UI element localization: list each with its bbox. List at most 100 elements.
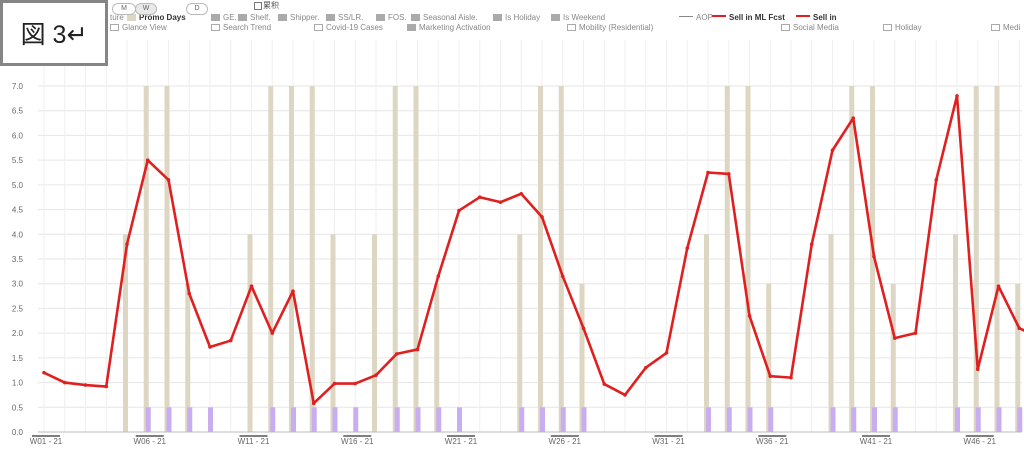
series-point xyxy=(477,195,482,200)
legend-item-label: Sell in ML Fcst xyxy=(729,13,785,22)
marketing-activation-bar xyxy=(726,407,732,432)
promo-days-bar xyxy=(994,86,1000,432)
legend-item-aop[interactable]: AOP xyxy=(679,13,713,22)
legend-item-social-media[interactable]: Social Media xyxy=(781,23,839,32)
legend-item-holiday[interactable]: Holiday xyxy=(883,23,922,32)
x-tick-label: W16 - 21 xyxy=(341,437,374,446)
promo-days-bar xyxy=(330,234,336,432)
marketing-activation-bar xyxy=(996,407,1002,432)
legend-item-sell-in-ml-fcst[interactable]: Sell in ML Fcst xyxy=(712,13,785,22)
x-tick-label: W46 - 21 xyxy=(964,437,997,446)
legend-item-label: AOP xyxy=(696,13,713,22)
promo-days-bar xyxy=(517,234,523,432)
legend-swatch xyxy=(679,16,693,17)
legend-item-marketing-activation[interactable]: Marketing Activation xyxy=(407,23,491,32)
legend-item-is-weekend[interactable]: Is Weekend xyxy=(551,13,605,22)
series-point xyxy=(747,314,752,318)
legend-item-label: Mobility (Residential) xyxy=(579,23,654,32)
promo-days-bar xyxy=(870,86,875,432)
legend-item-seasonal-aisle[interactable]: Seasonal Aisle. xyxy=(411,13,478,22)
marketing-activation-bar xyxy=(291,407,296,432)
marketing-activation-bar xyxy=(457,407,462,432)
legend-item-is-holiday[interactable]: Is Holiday xyxy=(493,13,540,22)
x-tick-label: W21 - 21 xyxy=(445,437,478,446)
marketing-activation-bar xyxy=(519,407,525,432)
legend-swatch xyxy=(567,24,576,31)
cumulative-checkbox-label: 累积 xyxy=(263,1,279,10)
series-point xyxy=(892,336,897,340)
legend-item-label: FOS. xyxy=(388,13,407,22)
promo-days-bar xyxy=(434,283,440,432)
legend-item-shelf[interactable]: Shelf. xyxy=(238,13,270,22)
legend-item-search-trend[interactable]: Search Trend xyxy=(211,23,271,32)
series-point xyxy=(913,331,918,335)
legend-item-ture[interactable]: ture xyxy=(110,13,124,22)
promo-days-bar xyxy=(558,86,564,432)
y-tick-label: 5.5 xyxy=(12,156,24,165)
marketing-activation-bar xyxy=(166,407,172,432)
promo-days-bar xyxy=(164,86,170,432)
marketing-activation-bar xyxy=(145,407,151,432)
marketing-activation-bar xyxy=(540,407,545,432)
series-line-sell-in-ml-fcst xyxy=(43,94,1024,405)
series-point xyxy=(789,375,793,380)
marketing-activation-bar xyxy=(892,407,898,432)
series-point xyxy=(270,331,275,335)
series-point xyxy=(726,172,731,176)
marketing-activation-bar xyxy=(581,407,587,432)
marketing-activation-bar xyxy=(955,407,960,432)
marketing-activation-bar xyxy=(1017,407,1023,432)
series-point xyxy=(934,178,939,182)
legend-item-mobility-residential[interactable]: Mobility (Residential) xyxy=(567,23,653,32)
legend-item-promo-days[interactable]: Promo Days xyxy=(127,13,186,22)
series-point xyxy=(436,274,441,279)
series-point xyxy=(581,326,586,331)
series-point xyxy=(394,352,399,356)
series-point xyxy=(809,242,814,246)
series-point xyxy=(187,291,192,296)
legend-item-sell-in[interactable]: Sell in xyxy=(796,13,837,22)
legend-item-fos[interactable]: FOS. xyxy=(376,13,407,22)
toggle-week[interactable]: W xyxy=(135,3,157,15)
legend-item-ss-lr[interactable]: SS/LR. xyxy=(326,13,363,22)
series-point xyxy=(249,284,254,288)
legend-item-label: Sell in xyxy=(813,13,837,22)
legend-item-ge[interactable]: GE. xyxy=(211,13,237,22)
legend-swatch xyxy=(127,14,136,21)
legend-item-covid-19-cases[interactable]: Covid-19 Cases xyxy=(314,23,383,32)
marketing-activation-bar xyxy=(208,407,213,432)
toggle-day[interactable]: D xyxy=(186,3,208,15)
promo-days-bar xyxy=(413,86,419,432)
legend-swatch xyxy=(781,24,790,31)
series-point xyxy=(830,148,835,153)
series-point xyxy=(602,382,607,386)
cumulative-checkbox[interactable] xyxy=(254,2,262,10)
series-point xyxy=(83,383,88,387)
y-tick-label: 5.0 xyxy=(12,181,24,190)
legend-item-label: ture xyxy=(110,13,124,22)
series-point xyxy=(996,284,1001,288)
series-point xyxy=(125,242,129,246)
promo-days-bar xyxy=(745,86,751,432)
y-tick-label: 2.0 xyxy=(12,329,24,338)
series-point xyxy=(332,381,337,386)
legend-item-medi[interactable]: Medi xyxy=(991,23,1020,32)
legend-item-glance-view[interactable]: Glance View xyxy=(110,23,167,32)
marketing-activation-bar xyxy=(768,407,774,432)
x-tick-label: W11 - 21 xyxy=(238,437,270,446)
promo-days-bar xyxy=(766,283,772,432)
promo-days-bar xyxy=(953,234,958,432)
promo-days-bar xyxy=(890,283,896,432)
series-point xyxy=(955,94,959,98)
series-point xyxy=(519,191,524,196)
legend-item-label: Promo Days xyxy=(139,13,186,22)
series-point xyxy=(685,246,690,250)
legend-swatch xyxy=(407,24,416,31)
legend-swatch xyxy=(110,24,119,31)
legend-item-shipper[interactable]: Shipper. xyxy=(278,13,319,22)
legend-item-label: Is Weekend xyxy=(563,13,606,22)
series-point xyxy=(540,215,544,219)
promo-days-bar xyxy=(704,234,709,432)
legend-swatch xyxy=(883,24,892,31)
legend-swatch xyxy=(411,14,420,21)
